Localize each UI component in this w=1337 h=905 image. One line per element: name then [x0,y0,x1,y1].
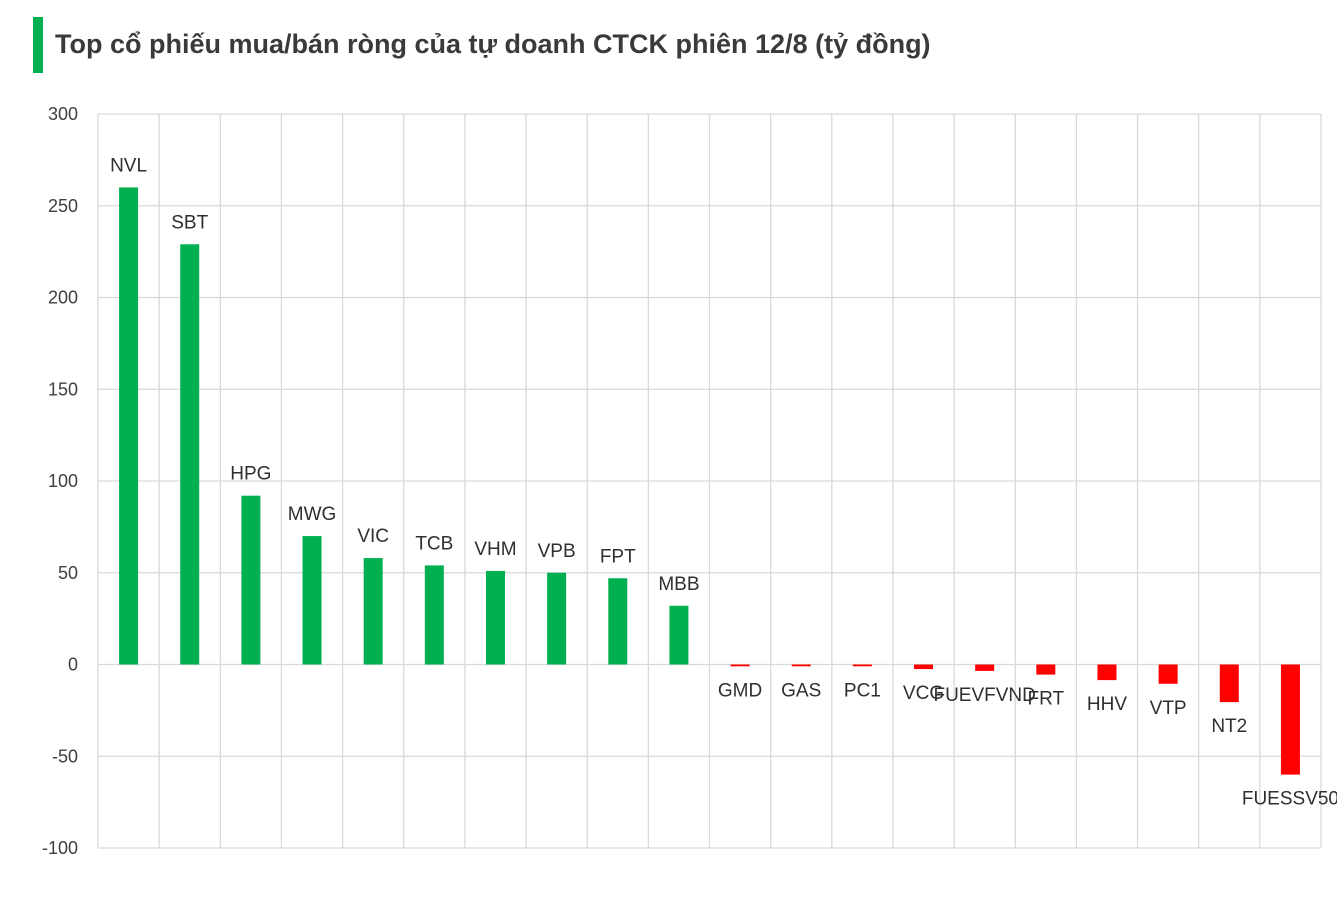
bar-frt [1036,664,1056,675]
y-tick-label: 150 [48,379,78,399]
bar-gas [791,664,811,667]
category-label: VHM [474,539,516,560]
category-label: HPG [230,464,271,485]
category-label: FRT [1028,689,1065,710]
category-labels: NVL SBT HPG MWG VIC TCB VHM VPB FPT MBB GMD GAS PC1 V… [110,155,1337,809]
category-label: GAS [781,680,821,701]
y-tick-label: -100 [42,838,78,858]
y-tick-label: 50 [58,563,78,583]
y-tick-label: 300 [48,104,78,124]
category-label: NVL [110,155,147,176]
category-label: FUESSV50 [1242,789,1337,810]
category-label: MWG [288,504,337,525]
y-tick-label: 0 [68,655,78,675]
category-label: VCG [903,683,944,704]
category-label: VPB [538,541,576,562]
y-tick-label: 200 [48,288,78,308]
bar-fuevfvnd [975,664,995,671]
gridlines [97,113,1322,849]
bar-vhm [485,570,505,665]
bar-pc1 [852,664,872,667]
category-label: VIC [357,526,389,547]
bar-sbt [180,244,200,665]
bar-fpt [608,578,628,665]
category-label: HHV [1087,694,1127,715]
bar-fuessv50 [1280,664,1300,775]
bar-gmd [730,664,750,667]
category-label: TCB [415,533,453,554]
category-label: SBT [171,212,208,233]
bar-tcb [424,565,444,665]
bar-vcg [914,664,934,670]
bar-vtp [1158,664,1178,684]
category-label: VTP [1150,698,1187,719]
chart-title: Top cổ phiếu mua/bán ròng của tự doanh C… [55,29,931,59]
category-label: MBB [658,574,699,595]
y-tick-label: -50 [52,746,78,766]
bar-nt2 [1219,664,1239,703]
bar-hhv [1097,664,1117,681]
bar-vic [363,558,383,665]
y-axis-ticks: 300 250 200 150 100 50 0 -50 -100 [42,104,78,858]
category-label: NT2 [1211,716,1247,737]
bar-mbb [669,605,689,665]
category-label: FUEVFVND [933,685,1035,706]
bars [119,187,1300,775]
bar-vpb [547,572,567,665]
category-label: PC1 [844,680,881,701]
category-label: GMD [718,680,762,701]
bar-hpg [241,495,261,665]
y-tick-label: 100 [48,471,78,491]
bar-nvl [119,187,139,665]
category-label: FPT [600,546,636,567]
title-accent-bar [33,17,43,73]
bar-mwg [302,536,322,665]
y-tick-label: 250 [48,196,78,216]
